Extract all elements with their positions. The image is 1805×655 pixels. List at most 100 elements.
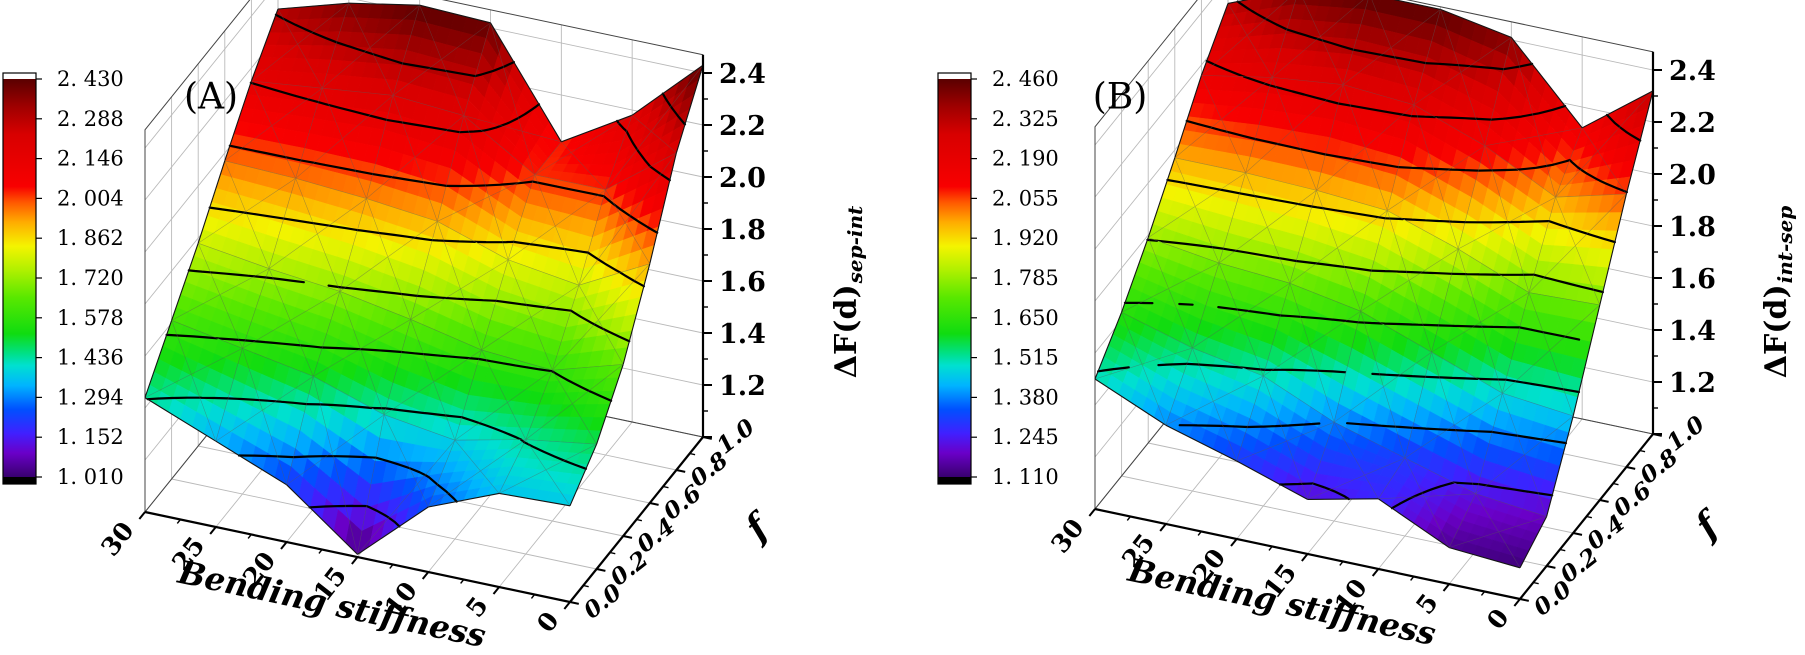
surface xyxy=(144,2,704,555)
surface-cell xyxy=(1192,262,1291,377)
colorbar-tick-label: 2. 430 xyxy=(57,67,124,91)
surface-cell xyxy=(171,242,270,349)
x-tick-label: 30 xyxy=(95,516,139,561)
surface-cell xyxy=(436,115,536,261)
colorbar-tick-label: 1. 920 xyxy=(992,226,1059,250)
colorbar-tick-label: 1. 862 xyxy=(57,226,124,250)
z-tick-label: 1.2 xyxy=(719,371,766,402)
colorbar-tick-label: 1. 785 xyxy=(992,266,1059,290)
surface-cell xyxy=(1165,347,1264,462)
surface-cell xyxy=(1404,351,1503,495)
surface-cell xyxy=(268,178,367,292)
colorbar-tick-label: 1. 152 xyxy=(57,425,124,449)
colorbar-tick-label: 2. 460 xyxy=(992,67,1059,91)
surface-cell xyxy=(507,174,606,286)
z-axis-title-b: ΔF(d)int-sep xyxy=(1759,206,1797,379)
surface-cell xyxy=(242,268,341,377)
z-tick-label: 2.0 xyxy=(1669,160,1716,191)
colorbar-tick-label: 1. 578 xyxy=(57,306,124,330)
surface xyxy=(1094,0,1654,569)
surface-cell xyxy=(1448,493,1548,569)
colorbar-tick-label: 1. 436 xyxy=(57,346,124,370)
surface-cell xyxy=(144,320,243,442)
surface-cell xyxy=(383,319,482,441)
colorbar-tick-label: 2. 325 xyxy=(992,107,1059,131)
z-tick-label: 1.6 xyxy=(1669,264,1716,295)
surface-cell xyxy=(1475,392,1574,517)
colorbar-tick-label: 1. 515 xyxy=(992,346,1059,370)
panel-a-label: (A) xyxy=(183,76,239,118)
z-tick-label: 2.4 xyxy=(1669,56,1716,87)
surface-cell xyxy=(339,198,438,320)
surface-cell xyxy=(1236,375,1335,500)
surface-cell xyxy=(1333,310,1432,459)
colorbar-tick-label: 1. 650 xyxy=(992,306,1059,330)
surface-cell xyxy=(551,263,651,371)
surface-cell xyxy=(224,80,323,179)
colorbar-tick-label: 2. 004 xyxy=(57,186,124,210)
surface-cell xyxy=(1457,145,1556,294)
z-axis-title-sub-b: int-sep xyxy=(1773,205,1797,284)
surface-cell xyxy=(1484,36,1583,198)
surface-cell xyxy=(1147,157,1246,264)
z-tick-label: 2.2 xyxy=(1669,108,1716,139)
z-tick-label: 2.0 xyxy=(719,163,766,194)
z-axis-title-sub-a: sep-int xyxy=(843,205,867,284)
z-axis-title-main-b: ΔF(d) xyxy=(1759,284,1794,379)
surface-cell xyxy=(1218,172,1317,284)
colorbar-tick-label: 2. 288 xyxy=(57,107,124,131)
surface-cell xyxy=(357,414,456,555)
surface-cell xyxy=(1431,248,1530,394)
colorbar-tick-label: 1. 245 xyxy=(992,425,1059,449)
surface-cell xyxy=(197,160,296,269)
surface-cell xyxy=(1307,421,1406,501)
z-tick-label: 1.4 xyxy=(1669,316,1716,347)
colorbar-tick-label: 1. 110 xyxy=(992,465,1059,489)
z-tick-label: 1.4 xyxy=(719,319,766,350)
surface-cell xyxy=(410,220,509,351)
colorbar-tick-label: 1. 294 xyxy=(57,385,124,409)
surface-cell xyxy=(1377,457,1477,549)
surface-cell xyxy=(1413,8,1512,147)
surface-cell xyxy=(1245,77,1344,191)
surface-cell xyxy=(525,364,624,445)
surface-cell xyxy=(321,2,421,96)
surface-cell xyxy=(1289,190,1388,312)
colorbar-tick-label: 1. 720 xyxy=(57,266,124,290)
z-tick-label: 2.2 xyxy=(719,111,766,142)
surface-cell xyxy=(1316,84,1415,211)
surface-cell xyxy=(1502,292,1601,417)
colorbar-tick-label: 1. 380 xyxy=(992,385,1059,409)
surface-cell xyxy=(312,291,412,416)
surface-cell xyxy=(1528,193,1627,306)
surface-cell xyxy=(534,114,633,191)
z-tick-label: 1.6 xyxy=(719,267,766,298)
z-axis-title-a: ΔF(d)sep-int xyxy=(829,206,867,379)
colorbar: 2. 430 2. 288 2. 146 2. 004 1. 862 1. 720 1. 5… xyxy=(2,67,124,489)
colorbar-tick-label: 2. 146 xyxy=(57,147,124,171)
surface-cell xyxy=(215,348,314,486)
surface-cell xyxy=(1386,104,1486,250)
surface-cell xyxy=(1262,282,1362,423)
surface-cell xyxy=(605,64,704,191)
colorbar-tick-label: 2. 055 xyxy=(992,186,1059,210)
surface-cell xyxy=(1121,237,1220,349)
surface-cell xyxy=(1174,75,1273,174)
x-tick-label: 0 xyxy=(1481,603,1515,635)
z-tick-label: 1.2 xyxy=(1669,368,1716,399)
surface-cell xyxy=(392,4,491,116)
surface-cell xyxy=(1555,90,1654,198)
colorbar-tick-label: 1. 010 xyxy=(57,465,124,489)
panel-b-label: (B) xyxy=(1092,76,1148,118)
surface-cell xyxy=(481,259,580,371)
z-tick-label: 2.4 xyxy=(719,59,766,90)
colorbar: 2. 460 2. 325 2. 190 2. 055 1. 920 1. 785 1. 6… xyxy=(937,67,1059,489)
surface-cell xyxy=(578,152,677,286)
surface-cell xyxy=(1200,0,1297,78)
z-tick-label: 1.8 xyxy=(1669,212,1716,243)
z-tick-label: 1.8 xyxy=(719,215,766,246)
surface-cell xyxy=(498,439,598,507)
surface-cell xyxy=(250,2,350,89)
surface-cell xyxy=(1271,0,1369,85)
